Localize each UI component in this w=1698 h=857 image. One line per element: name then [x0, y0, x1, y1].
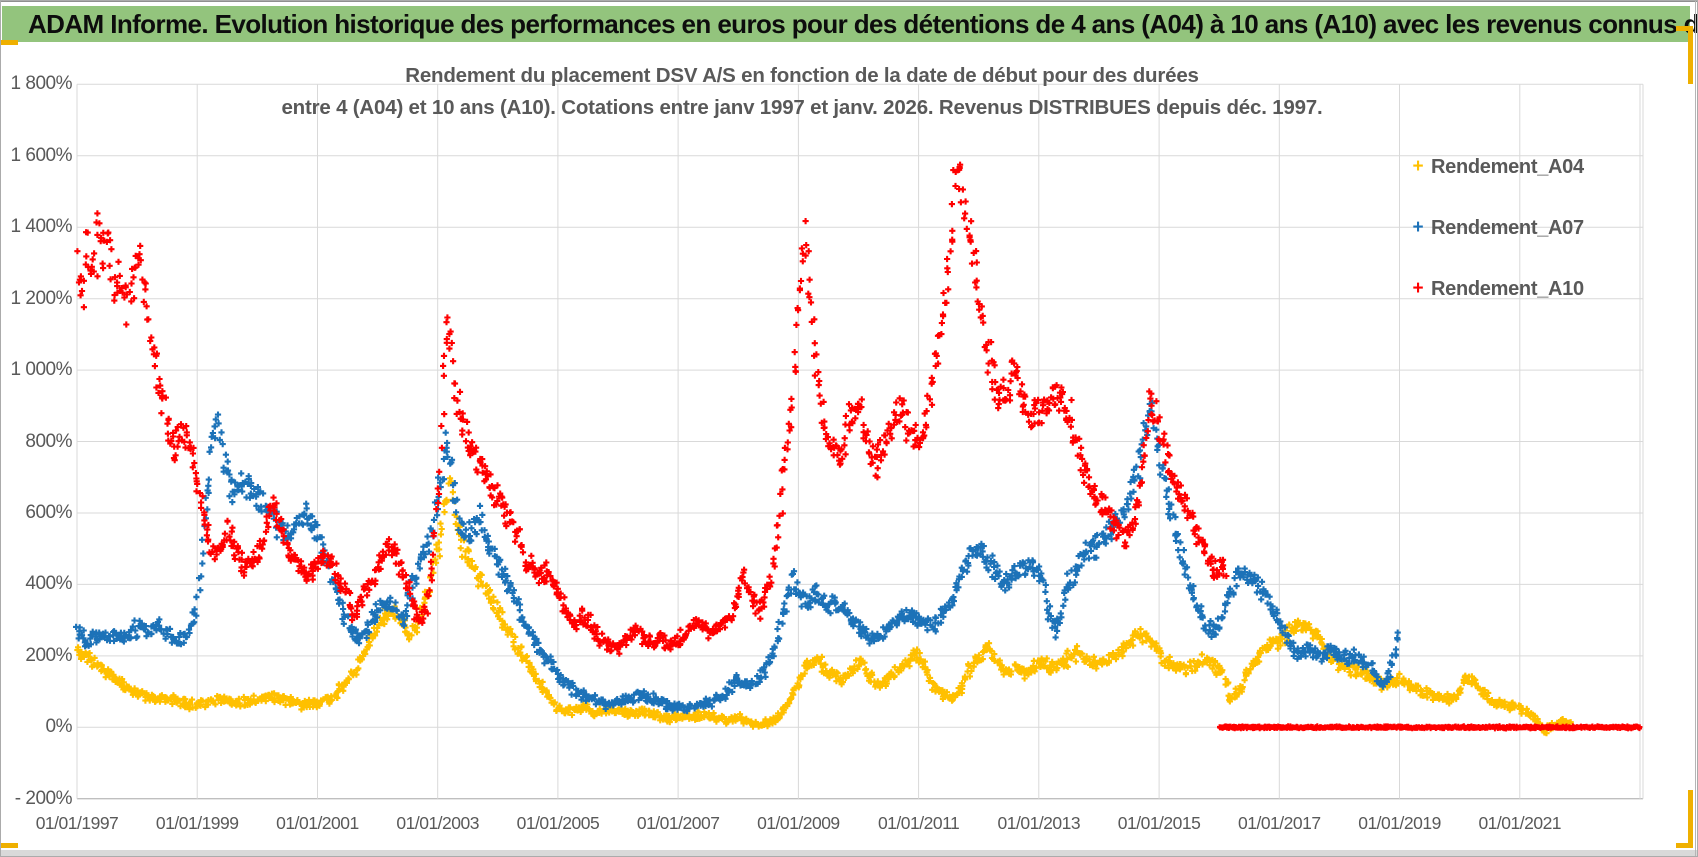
y-tick-label[interactable]: 600%	[25, 501, 72, 523]
y-tick-label[interactable]: 1 800%	[10, 73, 73, 95]
y-tick-label[interactable]: 1 200%	[10, 287, 73, 309]
legend-plus-marker-icon: +	[1412, 217, 1424, 238]
legend[interactable]: + Rendement_A04 + Rendement_A07 + Rendement_A…	[1408, 154, 1584, 337]
y-tick-label[interactable]: 200%	[25, 644, 72, 666]
x-tick-label[interactable]: 01/01/1997	[35, 812, 119, 833]
scatter-plot[interactable]	[2, 42, 1694, 850]
corner-bracket-top-left[interactable]	[0, 40, 18, 45]
series-Rendement_A04[interactable]	[74, 475, 1574, 737]
x-tick-label[interactable]: 01/01/2003	[396, 812, 479, 833]
x-tick-label[interactable]: 01/01/2017	[1238, 812, 1321, 833]
header-bar: ADAM Informe. Evolution historique des p…	[2, 6, 1698, 42]
legend-label: Rendement_A07	[1431, 216, 1584, 239]
y-tick-label[interactable]: 1 600%	[10, 144, 73, 166]
legend-row-rendement_a10[interactable]: + Rendement_A10	[1408, 276, 1584, 302]
legend-plus-marker-icon: +	[1412, 278, 1424, 299]
legend-label: Rendement_A04	[1431, 155, 1584, 178]
y-tick-label[interactable]: 400%	[25, 573, 72, 595]
x-tick-label[interactable]: 01/01/2007	[636, 812, 720, 833]
x-tick-label[interactable]: 01/01/2011	[877, 812, 960, 833]
legend-label: Rendement_A10	[1431, 277, 1584, 300]
x-tick-label[interactable]: 01/01/2015	[1117, 812, 1201, 833]
legend-plus-marker-icon: +	[1412, 156, 1424, 177]
corner-bracket-bottom-right-arm[interactable]	[1676, 843, 1693, 848]
x-tick-label[interactable]: 01/01/2009	[757, 812, 840, 833]
chart-title-line2: entre 4 (A04) et 10 ans (A10). Cotations…	[281, 96, 1323, 119]
x-tick-label[interactable]: 01/01/2005	[516, 812, 600, 833]
series-Rendement_A10-zero-line[interactable]	[1217, 723, 1643, 732]
corner-bracket-bottom-right[interactable]	[1688, 790, 1693, 848]
y-tick-label[interactable]: 1 400%	[10, 216, 73, 238]
chart-title: Rendement du placement DSV A/S en foncti…	[242, 60, 1362, 124]
series-Rendement_A10[interactable]	[74, 161, 1230, 657]
y-tick-label[interactable]: - 200%	[14, 787, 73, 809]
y-tick-label[interactable]: 0%	[45, 716, 73, 738]
right-edge-line	[1695, 0, 1696, 857]
y-tick-label[interactable]: 800%	[25, 430, 72, 452]
legend-row-rendement_a07[interactable]: + Rendement_A07	[1408, 215, 1584, 241]
series-Rendement_A07[interactable]	[73, 399, 1401, 715]
chart-canvas[interactable]: Rendement du placement DSV A/S en foncti…	[2, 42, 1694, 850]
y-tick-label[interactable]: 1 000%	[10, 359, 73, 381]
corner-bracket-top-right[interactable]	[1688, 26, 1693, 84]
x-tick-label[interactable]: 01/01/2021	[1478, 812, 1562, 833]
window-top-line	[0, 0, 1698, 2]
x-tick-label[interactable]: 01/01/2001	[276, 812, 359, 833]
header-title: ADAM Informe. Evolution historique des p…	[28, 8, 1698, 39]
corner-bracket-top-right-arm[interactable]	[1676, 26, 1693, 31]
x-tick-label[interactable]: 01/01/2019	[1358, 812, 1441, 833]
legend-row-rendement_a04[interactable]: + Rendement_A04	[1408, 154, 1584, 180]
corner-bracket-bottom-left[interactable]	[0, 843, 18, 848]
x-tick-label[interactable]: 01/01/1999	[155, 812, 239, 833]
bottom-strip	[0, 850, 1698, 857]
chart-title-line1: Rendement du placement DSV A/S en foncti…	[405, 64, 1199, 87]
x-tick-label[interactable]: 01/01/2013	[997, 812, 1081, 833]
